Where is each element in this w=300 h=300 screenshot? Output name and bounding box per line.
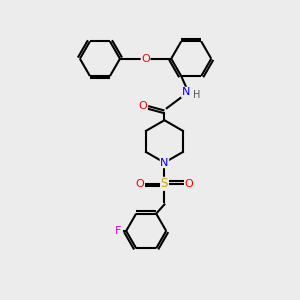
Text: O: O <box>184 179 193 189</box>
Text: F: F <box>115 226 121 236</box>
Text: O: O <box>141 54 150 64</box>
Text: O: O <box>139 101 147 111</box>
Text: N: N <box>160 158 169 168</box>
Text: N: N <box>182 87 190 97</box>
Text: O: O <box>136 179 144 189</box>
Text: H: H <box>193 90 200 100</box>
Text: S: S <box>161 177 168 190</box>
